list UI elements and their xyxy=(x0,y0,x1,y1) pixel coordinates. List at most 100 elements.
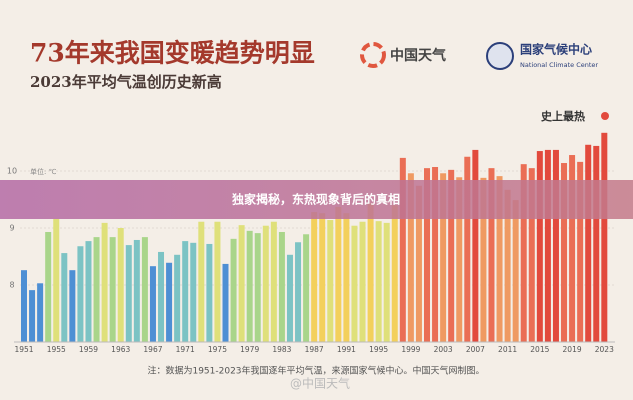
bar xyxy=(520,164,527,342)
x-tick-label: 1995 xyxy=(369,345,388,354)
bar xyxy=(496,176,503,342)
x-tick-label: 2015 xyxy=(530,345,549,354)
x-tick-label: 2023 xyxy=(595,345,614,354)
weather-logo: 中国天气 xyxy=(390,47,446,64)
bar xyxy=(190,242,197,342)
bar xyxy=(93,237,100,342)
bar xyxy=(415,185,422,342)
flame-icon xyxy=(601,112,609,120)
bar xyxy=(270,221,277,342)
bar xyxy=(544,149,551,342)
bar xyxy=(286,254,293,342)
bar xyxy=(351,225,358,342)
bar xyxy=(158,251,165,342)
bar xyxy=(536,151,543,342)
bar xyxy=(488,168,495,342)
bar xyxy=(448,169,455,342)
x-tick-label: 1959 xyxy=(79,345,98,354)
bar xyxy=(391,205,398,342)
bar xyxy=(319,213,326,342)
annotation: 史上最热 xyxy=(541,109,585,123)
x-tick-label: 1999 xyxy=(401,345,420,354)
chart-subtitle: 2023年平均气温创历史新高 xyxy=(30,73,222,91)
bar xyxy=(61,253,68,342)
bar xyxy=(230,238,237,342)
bar xyxy=(101,222,108,342)
bar xyxy=(133,239,140,342)
x-tick-label: 1983 xyxy=(272,345,291,354)
x-tick-label: 1971 xyxy=(176,345,195,354)
plot: 8 9 10 1951 1955 1959 1963 1967 1971 1975 1979 1983… xyxy=(7,132,615,354)
x-tick-label: 1963 xyxy=(111,345,130,354)
bar xyxy=(456,177,463,342)
bar xyxy=(504,189,511,342)
x-tick-label: 1951 xyxy=(14,345,33,354)
chart-title: 73年来我国变暖趋势明显 xyxy=(30,39,315,68)
x-tick-label: 2007 xyxy=(466,345,485,354)
bar xyxy=(141,237,148,342)
ncc-logo-cn: 国家气候中心 xyxy=(520,42,592,57)
x-tick-label: 2011 xyxy=(498,345,517,354)
bar xyxy=(174,254,181,342)
bar xyxy=(432,167,439,342)
bar xyxy=(552,149,559,342)
bar xyxy=(399,157,406,342)
x-tick-label: 1975 xyxy=(208,345,227,354)
bar xyxy=(464,156,471,342)
bar xyxy=(238,225,245,342)
bar xyxy=(569,155,576,342)
ncc-logo-en: National Climate Center xyxy=(520,61,598,69)
bar xyxy=(206,243,213,342)
y-unit: 单位: ℃ xyxy=(30,167,57,176)
bar xyxy=(343,213,350,342)
bar xyxy=(166,262,173,342)
y-tick-label: 9 xyxy=(9,224,14,233)
bar xyxy=(254,233,261,342)
x-tick-label: 1967 xyxy=(143,345,162,354)
bar xyxy=(37,283,44,342)
bar xyxy=(359,221,366,342)
y-tick-label: 10 xyxy=(7,167,17,176)
bar xyxy=(246,230,253,342)
bar xyxy=(85,241,92,342)
bar xyxy=(303,234,310,342)
bar xyxy=(262,225,269,342)
bar xyxy=(480,177,487,342)
bar xyxy=(77,246,84,342)
bar xyxy=(182,241,189,342)
bar xyxy=(222,263,229,342)
bar xyxy=(585,144,592,342)
x-tick-label: 1979 xyxy=(240,345,259,354)
bar xyxy=(117,228,124,342)
bar xyxy=(601,132,608,342)
bar xyxy=(29,290,36,342)
note: 注：数据为1951-2023年我国逐年平均气温，来源国家气候中心。中国天气网制图… xyxy=(147,365,484,377)
bar xyxy=(440,173,447,342)
bar xyxy=(577,161,584,342)
x-tick-label: 1955 xyxy=(47,345,66,354)
ncc-logo-icon xyxy=(486,42,514,70)
bar xyxy=(278,231,285,342)
bar xyxy=(53,218,60,342)
bar xyxy=(383,222,390,342)
x-tick-label: 2003 xyxy=(434,345,453,354)
bar xyxy=(109,237,116,342)
bar xyxy=(335,206,342,342)
bar xyxy=(45,231,52,342)
watermark: @中国天气 xyxy=(290,376,350,391)
bar xyxy=(214,221,221,342)
bar xyxy=(295,242,302,342)
bar xyxy=(375,221,382,342)
bar xyxy=(311,212,318,342)
bar xyxy=(528,168,535,342)
bar xyxy=(407,173,414,342)
bar xyxy=(198,221,205,342)
bar xyxy=(512,200,519,342)
bar xyxy=(69,270,76,342)
weather-logo-icon xyxy=(360,42,386,68)
bar xyxy=(424,168,430,342)
bar xyxy=(593,145,600,342)
bar xyxy=(561,163,568,342)
